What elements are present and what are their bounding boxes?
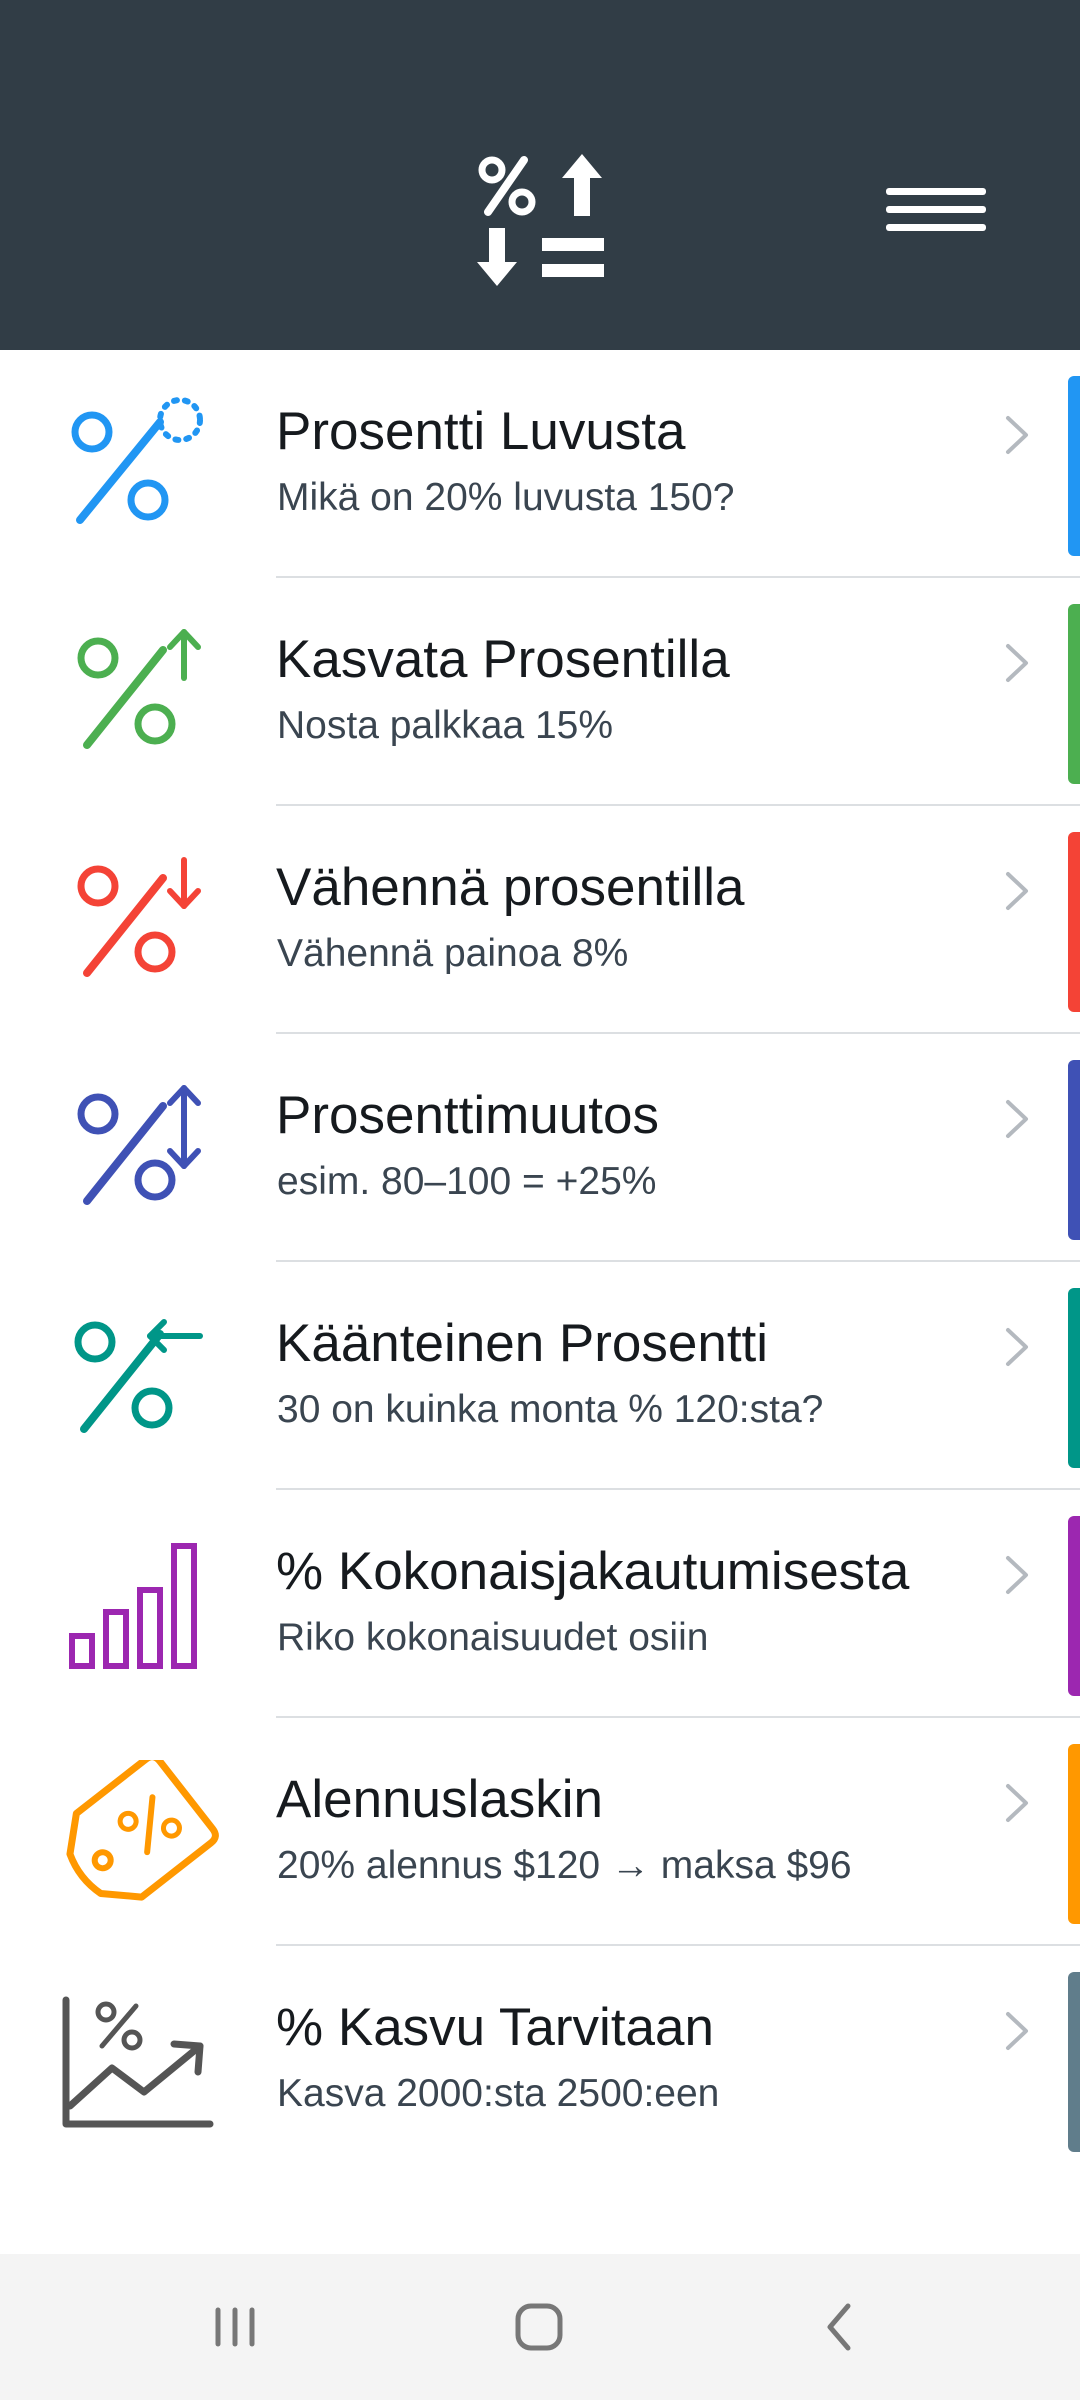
accent-bar xyxy=(1068,1060,1080,1240)
item-subtitle: Nosta palkkaa 15% xyxy=(277,704,614,747)
accent-bar xyxy=(1068,1516,1080,1696)
home-icon[interactable] xyxy=(494,2282,584,2372)
item-title: % Kasvu Tarvitaan xyxy=(276,1998,714,2057)
accent-bar xyxy=(1068,1744,1080,1924)
chevron-right-icon xyxy=(1006,644,1028,682)
item-title: Käänteinen Prosentti xyxy=(276,1314,769,1373)
percent-decrease-icon xyxy=(77,857,201,977)
chevron-right-icon xyxy=(1006,1784,1028,1822)
list-item-decrease[interactable]: Vähennä prosentilla Vähennä painoa 8% xyxy=(0,806,1080,1034)
chevron-right-icon xyxy=(1006,872,1028,910)
divider xyxy=(276,1716,1080,1718)
percent-of-icon xyxy=(71,397,203,524)
item-subtitle: Mikä on 20% luvusta 150? xyxy=(277,476,735,519)
list-item-increase[interactable]: Kasvata Prosentilla Nosta palkkaa 15% xyxy=(0,578,1080,806)
chevron-right-icon xyxy=(1006,1328,1028,1366)
item-title: Kasvata Prosentilla xyxy=(276,630,730,689)
divider xyxy=(276,1032,1080,1034)
list-item-reverse-percent[interactable]: Käänteinen Prosentti 30 on kuinka monta … xyxy=(0,1262,1080,1490)
accent-bar xyxy=(1068,1972,1080,2152)
divider xyxy=(276,1488,1080,1490)
item-title: Prosentti Luvusta xyxy=(276,402,686,461)
item-subtitle: Kasva 2000:sta 2500:een xyxy=(277,2072,720,2115)
back-icon[interactable] xyxy=(796,2282,886,2372)
list-item-percent-of[interactable]: Prosentti Luvusta Mikä on 20% luvusta 15… xyxy=(0,350,1080,578)
list-item-percent-change[interactable]: Prosenttimuutos esim. 80–100 = +25% xyxy=(0,1034,1080,1262)
item-title: Vähennä prosentilla xyxy=(276,858,745,917)
app-header xyxy=(0,0,1080,350)
accent-bar xyxy=(1068,376,1080,556)
chevron-right-icon xyxy=(1006,2012,1028,2050)
discount-tag-icon xyxy=(66,1760,219,1901)
item-title: Alennuslaskin xyxy=(276,1770,604,1829)
system-navigation-bar xyxy=(0,2254,1080,2400)
growth-chart-icon xyxy=(62,1996,214,2128)
divider xyxy=(276,804,1080,806)
list-item-distribution[interactable]: % Kokonaisjakautumisesta Riko kokonaisuu… xyxy=(0,1490,1080,1718)
item-title: Prosenttimuutos xyxy=(276,1086,659,1145)
list-item-growth-needed[interactable]: % Kasvu Tarvitaan Kasva 2000:sta 2500:ee… xyxy=(0,1946,1080,2174)
divider xyxy=(276,576,1080,578)
item-subtitle: 20% alennus $120 → maksa $96 xyxy=(277,1844,852,1887)
list-item-discount[interactable]: Alennuslaskin 20% alennus $120 → maksa $… xyxy=(0,1718,1080,1946)
divider xyxy=(276,1944,1080,1946)
item-subtitle: esim. 80–100 = +25% xyxy=(277,1160,657,1203)
hamburger-menu-icon[interactable] xyxy=(872,176,992,256)
recent-apps-icon[interactable] xyxy=(190,2282,280,2372)
item-subtitle: Vähennä painoa 8% xyxy=(277,932,629,975)
accent-bar xyxy=(1068,604,1080,784)
chevron-right-icon xyxy=(1006,416,1028,454)
bar-chart-icon xyxy=(69,1543,197,1669)
accent-bar xyxy=(1068,1288,1080,1468)
reverse-percent-icon xyxy=(74,1319,203,1433)
calculator-list: Prosentti Luvusta Mikä on 20% luvusta 15… xyxy=(0,350,1080,2174)
percent-up-down-equals-icon xyxy=(477,154,604,286)
divider xyxy=(276,1260,1080,1262)
item-subtitle: Riko kokonaisuudet osiin xyxy=(277,1616,709,1659)
percent-increase-icon xyxy=(77,629,201,749)
item-title: % Kokonaisjakautumisesta xyxy=(276,1542,910,1601)
accent-bar xyxy=(1068,832,1080,1012)
item-subtitle: 30 on kuinka monta % 120:sta? xyxy=(277,1388,824,1431)
chevron-right-icon xyxy=(1006,1556,1028,1594)
percent-change-icon xyxy=(77,1085,201,1205)
chevron-right-icon xyxy=(1006,1100,1028,1138)
